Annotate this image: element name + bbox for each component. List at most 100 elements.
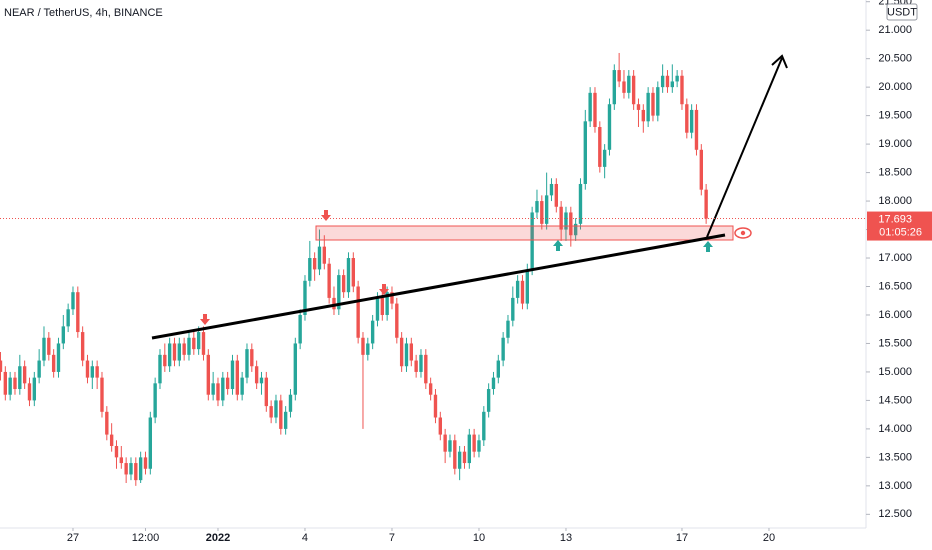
candle-body	[554, 183, 559, 207]
candle-body	[153, 383, 157, 418]
candle-body	[47, 337, 51, 355]
candle-body	[646, 92, 650, 122]
candle-body	[8, 377, 12, 395]
last-price-box	[867, 211, 932, 241]
candle-body	[665, 75, 670, 88]
candle-body	[617, 70, 621, 82]
candle-body	[42, 337, 46, 361]
candle-body	[520, 280, 525, 304]
candle-body	[641, 109, 645, 122]
candle-body	[704, 189, 708, 219]
y-tick-label: 14.000	[878, 423, 912, 435]
candle-body	[250, 349, 254, 367]
x-tick-label: 2022	[206, 532, 230, 544]
candle-body	[370, 320, 375, 344]
candle-body	[201, 332, 206, 355]
candle-body	[240, 377, 244, 395]
candle-body	[269, 406, 273, 418]
candle-body	[419, 354, 423, 372]
candle-body	[109, 434, 114, 446]
candle-body	[95, 366, 99, 378]
candle-body	[390, 292, 394, 304]
candle-body	[293, 343, 298, 395]
candle-body	[172, 343, 177, 361]
x-tick-label: 7	[389, 532, 395, 544]
currency-box[interactable]	[886, 3, 918, 21]
candle-body	[341, 275, 346, 293]
candle-body	[245, 349, 249, 378]
candle-body	[138, 457, 143, 481]
candle-body	[264, 377, 269, 407]
candle-body	[196, 332, 201, 350]
y-tick-label: 18.500	[878, 166, 912, 178]
candle-body	[399, 337, 404, 367]
candle-body	[477, 440, 481, 452]
candle-body	[80, 332, 85, 361]
y-tick-label: 12.500	[878, 508, 912, 520]
trendline	[151, 233, 726, 340]
candle-body	[699, 149, 703, 190]
candle-body	[192, 337, 196, 350]
y-tick-label: 16.000	[878, 309, 912, 321]
candle-body	[631, 75, 636, 105]
y-tick-label: 19.000	[878, 138, 912, 150]
candle-body	[221, 377, 225, 401]
candle-body	[322, 246, 327, 264]
candle-body	[385, 292, 389, 315]
candle-body	[61, 326, 66, 344]
candle-body	[105, 411, 109, 435]
candle-body	[274, 400, 278, 418]
candle-body	[337, 275, 341, 310]
candle-body	[612, 70, 616, 105]
y-tick-label: 20.500	[878, 53, 912, 65]
candle-body	[602, 149, 607, 167]
countdown: 01:05:26	[879, 226, 922, 238]
x-tick-label: 10	[473, 532, 485, 544]
candle-body	[312, 258, 317, 270]
candle-body	[438, 417, 443, 435]
candle-body	[486, 389, 491, 412]
candle-body	[395, 303, 399, 338]
candle-body	[467, 434, 472, 464]
alert-eye[interactable]	[734, 227, 752, 239]
candle-body	[424, 354, 428, 384]
candle-body	[428, 383, 433, 395]
down-arrow	[379, 284, 389, 295]
candle-body	[453, 440, 457, 469]
up-arrow	[553, 240, 563, 251]
candle-body	[3, 371, 8, 395]
candle-body	[303, 280, 307, 315]
candle-body	[680, 75, 684, 105]
candle-body	[0, 360, 3, 372]
candle-body	[409, 343, 414, 361]
candle-body	[593, 92, 597, 128]
candle-body	[530, 212, 534, 270]
candle-body	[501, 337, 505, 361]
candle-body	[457, 451, 462, 469]
y-tick-label: 14.500	[878, 394, 912, 406]
candle-body	[119, 457, 124, 464]
candle-body	[182, 343, 186, 355]
candle-body	[187, 337, 191, 355]
candle-body	[22, 366, 27, 384]
x-tick-label: 17	[676, 532, 688, 544]
candle-body	[225, 377, 230, 390]
x-tick-label: 27	[67, 532, 79, 544]
candle-body	[685, 104, 689, 133]
candle-body	[134, 463, 138, 481]
y-tick-label: 21.000	[878, 24, 912, 36]
candle-body	[32, 377, 37, 401]
x-tick-label: 20	[763, 532, 775, 544]
candle-body	[211, 383, 215, 395]
candle-body	[56, 343, 61, 372]
candle-body	[90, 366, 95, 378]
candle-body	[583, 121, 587, 184]
candle-body	[216, 383, 220, 401]
candle-body	[627, 75, 631, 93]
candle-body	[254, 366, 259, 384]
candle-body	[114, 445, 119, 458]
down-arrow	[200, 314, 210, 325]
candle-body	[206, 354, 211, 395]
x-tick-label: 13	[560, 532, 572, 544]
